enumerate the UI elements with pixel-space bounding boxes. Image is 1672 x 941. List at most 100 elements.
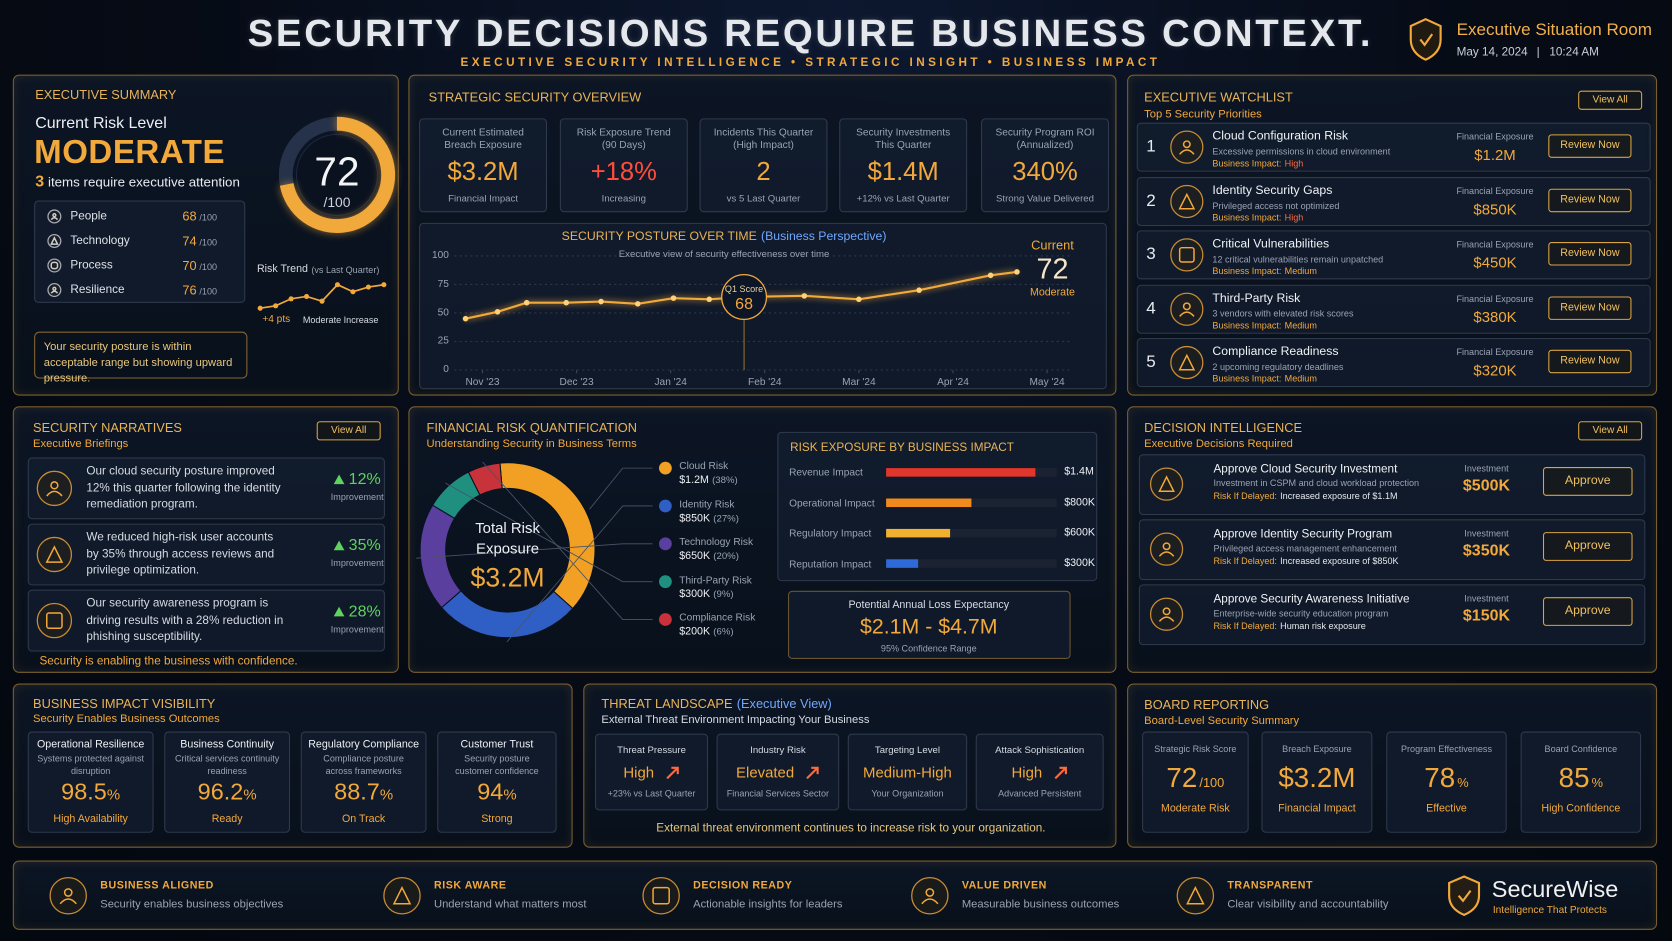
cards-sub: +23% vs Last Quarter [607,788,696,799]
posture-point [670,295,677,301]
icon-ring [47,258,62,273]
icon [47,233,62,249]
items-desc: Excessive permissions in cloud environme… [1212,146,1391,157]
narratives-action[interactable]: View All [316,421,381,441]
header-separator: | [1536,45,1540,59]
xticks-label: Feb '24 [748,376,782,389]
trend-change: +4 pts [262,313,291,326]
items-desc: 12 critical vulnerabilities remain unpat… [1212,253,1384,265]
text-line: Risk If Delayed: Increased exposure of $1… [1213,491,1397,502]
xticks-label: Jan '24 [654,376,687,389]
gauge-inner [295,133,379,216]
threat-card [595,733,709,811]
pillar-box [34,200,246,303]
icon-glyph [50,290,59,294]
donut-segment [467,462,503,496]
icon-ring [1170,346,1204,380]
items-exposure-label: Financial Exposure [1456,293,1534,304]
items-rank: 5 [1146,353,1156,372]
bar [886,528,951,538]
items-button[interactable]: Review Now [1548,296,1632,320]
board-card [1386,731,1507,833]
icon [911,876,949,915]
cards-value: 78 [1424,761,1456,794]
text-line: SECURITY POSTURE OVER TIME (Business Pers… [562,230,887,243]
icon [36,536,73,573]
items-button[interactable]: Approve [1542,467,1633,496]
impact-title: BUSINESS IMPACT VISIBILITY [33,696,216,712]
posture-point [856,296,862,303]
cards-sub: High Confidence [1541,802,1621,815]
chart-data-amounts: $200K [679,625,711,638]
sparkline-point [350,289,356,295]
bar-track [886,528,1057,538]
gauge-value: 72 [314,150,360,196]
text-line: $3.2M [1278,761,1355,794]
narratives-panel: SECURITY NARRATIVES Executive Briefings Vi… [12,406,399,673]
cards-title: Targeting Level [874,744,940,755]
items-desc: Enterprise-wide security education progr… [1213,607,1389,619]
text-line: 78% [1424,761,1468,794]
chart-data-amounts: $300K [679,588,711,600]
chart-data-value-labels: (6%) [713,625,734,637]
watchlist-action[interactable]: View All [1578,90,1643,110]
trend-arrow [666,767,679,780]
items-inv-label: Investment [1464,527,1509,539]
text-line: Business Impact: High [1212,158,1303,169]
kpi-label: Current Estimated Breach Exposure [442,126,524,152]
pillars-score: 76 [182,282,197,298]
bar [886,468,1036,477]
financial-panel: FINANCIAL RISK QUANTIFICATION Understandi… [408,406,1117,673]
icon-glyph [1178,247,1195,263]
sparkline-point [273,303,279,309]
chart-data-yticks: 25 [437,335,449,347]
text-line: $300K (9%) [679,588,733,600]
items-exposure: $1.2M [1474,146,1516,164]
chart-data-value-labels: (9%) [713,588,734,599]
text-line: $1.2M (38%) [679,475,737,487]
summary-risk-label: Current Risk Level [35,114,167,133]
up-arrow [333,606,345,617]
narrative-value: 12% [348,470,381,489]
cards-title: Regulatory Compliance [308,738,420,751]
items-button[interactable]: Review Now [1548,242,1632,266]
items-inv: $500K [1462,476,1511,495]
pillars-score: 74 [182,233,197,249]
pillars-name: Resilience [70,283,125,297]
cards-sub: Advanced Persistent [998,788,1082,799]
items-button[interactable]: Review Now [1548,350,1632,374]
items-button[interactable]: Approve [1542,597,1633,626]
items-risk-label: Risk If Delayed: [1213,490,1277,502]
narrative-value: 28% [348,602,381,621]
chart-data-yticks: 50 [437,306,449,319]
decision-action[interactable]: View All [1578,421,1643,441]
board-card [1142,731,1249,833]
watchlist-item [1136,338,1651,388]
watchlist-item [1136,122,1651,172]
xticks-label: May '24 [1029,376,1065,389]
cards-title: Industry Risk [750,744,806,755]
legend-dot [658,461,672,475]
items-button[interactable]: Review Now [1548,188,1632,212]
shield [1448,875,1481,917]
icon-glyph [1162,607,1171,616]
narratives-title: SECURITY NARRATIVES [33,420,182,436]
items-inv: $350K [1462,541,1511,560]
icon [1170,292,1204,326]
chart-data-categories: Technology Risk [679,536,754,549]
items-desc: Investment in CSPM and cloud workload pr… [1213,477,1420,489]
narrative-text: We reduced high-risk user accounts by 35… [86,531,275,577]
text-line: Risk If Delayed: Human risk exposure [1213,621,1365,632]
chart-data-value-labels: $300K [1064,557,1096,569]
narrative-item [27,523,385,586]
icon-glyph [52,286,57,291]
cards-value: 88.7 [334,778,380,806]
posture-point [563,299,570,306]
items-button[interactable]: Approve [1542,532,1633,561]
items-exposure-label: Financial Exposure [1456,131,1534,142]
items-risk-label: Risk If Delayed: [1213,620,1277,632]
kpi-card: Risk Exposure Trend (90 Days) +18% Increas… [559,118,688,213]
posture-point [598,298,604,305]
items-button[interactable]: Review Now [1548,134,1632,158]
decision-subtitle: Executive Decisions Required [1144,437,1293,450]
